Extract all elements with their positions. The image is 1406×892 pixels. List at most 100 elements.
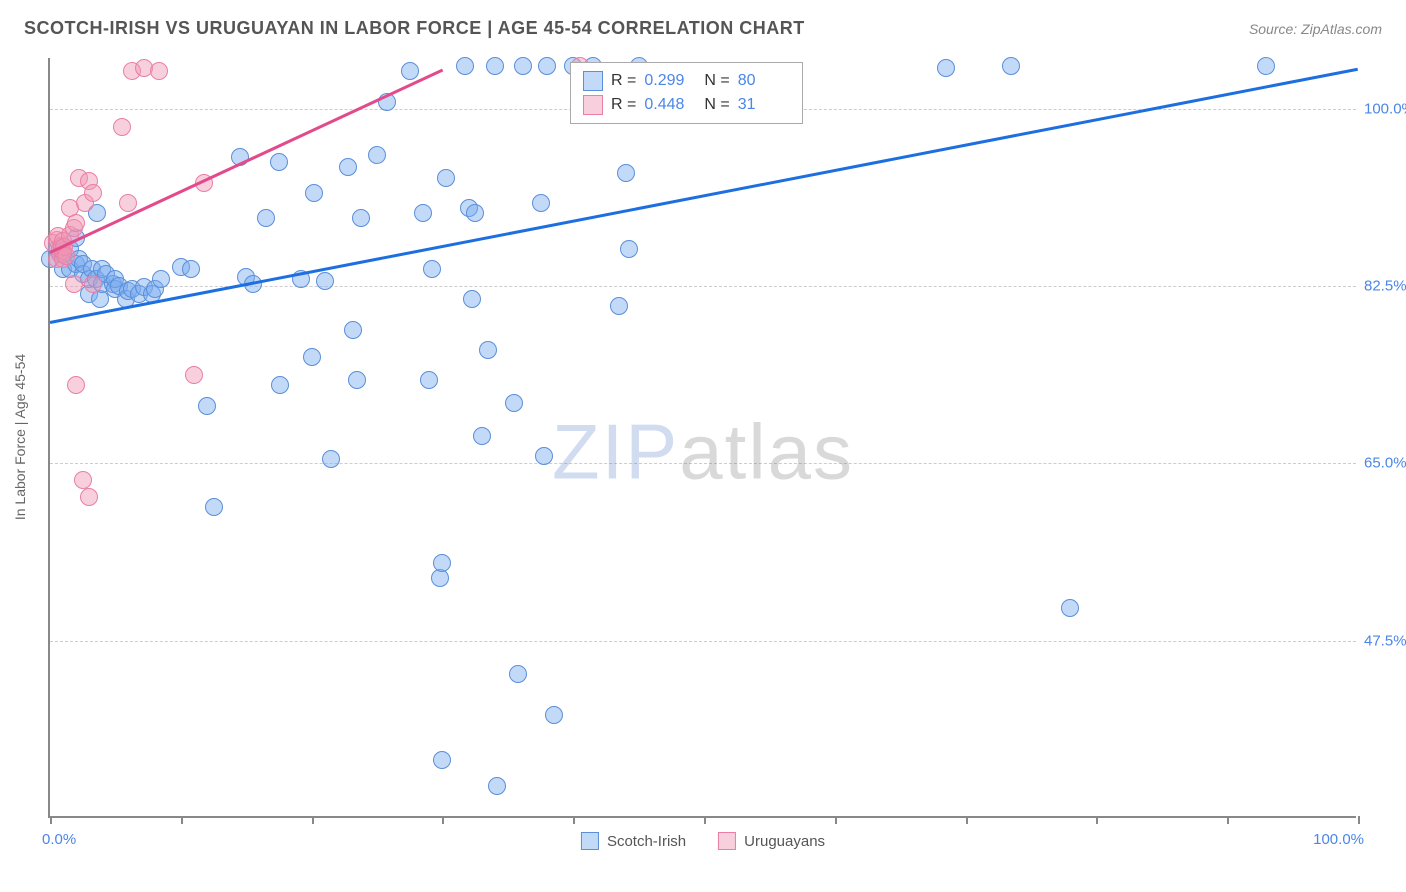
data-point (152, 270, 170, 288)
legend-n-value: 31 (738, 96, 790, 114)
bottom-legend-item: Scotch-Irish (581, 832, 686, 850)
data-point (339, 158, 357, 176)
legend-swatch (583, 71, 603, 91)
bottom-legend-item: Uruguayans (718, 832, 825, 850)
data-point (466, 204, 484, 222)
data-point (113, 118, 131, 136)
legend-r-value: 0.299 (644, 72, 696, 90)
data-point (84, 275, 102, 293)
data-point (479, 341, 497, 359)
y-tick-label: 100.0% (1364, 100, 1406, 117)
data-point (401, 62, 419, 80)
x-tick (573, 816, 575, 824)
data-point (74, 471, 92, 489)
x-tick (704, 816, 706, 824)
data-point (937, 59, 955, 77)
legend-swatch (718, 832, 736, 850)
legend-n-value: 80 (738, 72, 790, 90)
data-point (205, 498, 223, 516)
legend-n-label: N = (704, 72, 729, 90)
x-tick (442, 816, 444, 824)
x-tick (835, 816, 837, 824)
data-point (65, 275, 83, 293)
data-point (437, 169, 455, 187)
data-point (456, 57, 474, 75)
data-point (620, 240, 638, 258)
legend-r-value: 0.448 (644, 96, 696, 114)
series-legend: Scotch-Irish Uruguayans (581, 832, 825, 850)
chart-title: SCOTCH-IRISH VS URUGUAYAN IN LABOR FORCE… (24, 18, 805, 39)
x-tick (50, 816, 52, 824)
gridline (50, 463, 1356, 464)
data-point (433, 751, 451, 769)
x-end-label: 100.0% (1313, 831, 1364, 848)
data-point (119, 194, 137, 212)
data-point (1002, 57, 1020, 75)
legend-row: R = 0.299 N = 80 (583, 69, 790, 93)
data-point (423, 260, 441, 278)
data-point (1061, 599, 1079, 617)
watermark-atlas: atlas (679, 408, 854, 496)
data-point (532, 194, 550, 212)
data-point (322, 450, 340, 468)
correlation-legend-box: R = 0.299 N = 80 R = 0.448 N = 31 (570, 62, 803, 124)
data-point (414, 204, 432, 222)
data-point (303, 348, 321, 366)
y-tick-label: 65.0% (1364, 455, 1406, 472)
data-point (610, 297, 628, 315)
data-point (271, 376, 289, 394)
legend-label: Scotch-Irish (607, 833, 686, 850)
data-point (67, 214, 85, 232)
data-point (185, 366, 203, 384)
y-tick-label: 47.5% (1364, 632, 1406, 649)
data-point (316, 272, 334, 290)
legend-label: Uruguayans (744, 833, 825, 850)
watermark: ZIPatlas (552, 407, 854, 498)
data-point (486, 57, 504, 75)
data-point (270, 153, 288, 171)
data-point (182, 260, 200, 278)
data-point (257, 209, 275, 227)
x-tick (181, 816, 183, 824)
data-point (505, 394, 523, 412)
data-point (433, 554, 451, 572)
data-point (368, 146, 386, 164)
data-point (488, 777, 506, 795)
data-point (84, 184, 102, 202)
gridline (50, 641, 1356, 642)
data-point (545, 706, 563, 724)
x-tick (312, 816, 314, 824)
data-point (305, 184, 323, 202)
data-point (538, 57, 556, 75)
data-point (67, 376, 85, 394)
legend-r-label: R = (611, 72, 636, 90)
x-tick (1096, 816, 1098, 824)
data-point (535, 447, 553, 465)
data-point (80, 488, 98, 506)
x-tick (1227, 816, 1229, 824)
legend-swatch (581, 832, 599, 850)
data-point (150, 62, 168, 80)
data-point (463, 290, 481, 308)
chart-header: SCOTCH-IRISH VS URUGUAYAN IN LABOR FORCE… (0, 0, 1406, 47)
y-axis-label: In Labor Force | Age 45-54 (12, 354, 28, 520)
legend-swatch (583, 95, 603, 115)
y-tick-label: 82.5% (1364, 278, 1406, 295)
data-point (348, 371, 366, 389)
chart-source: Source: ZipAtlas.com (1249, 21, 1382, 37)
data-point (431, 569, 449, 587)
data-point (344, 321, 362, 339)
data-point (473, 427, 491, 445)
legend-n-label: N = (704, 96, 729, 114)
legend-r-label: R = (611, 96, 636, 114)
watermark-zip: ZIP (552, 408, 679, 496)
data-point (420, 371, 438, 389)
data-point (617, 164, 635, 182)
data-point (514, 57, 532, 75)
scatter-plot-area: ZIPatlas In Labor Force | Age 45-54 0.0%… (48, 58, 1356, 818)
data-point (509, 665, 527, 683)
data-point (1257, 57, 1275, 75)
x-tick (1358, 816, 1360, 824)
x-origin-label: 0.0% (42, 831, 76, 848)
data-point (352, 209, 370, 227)
